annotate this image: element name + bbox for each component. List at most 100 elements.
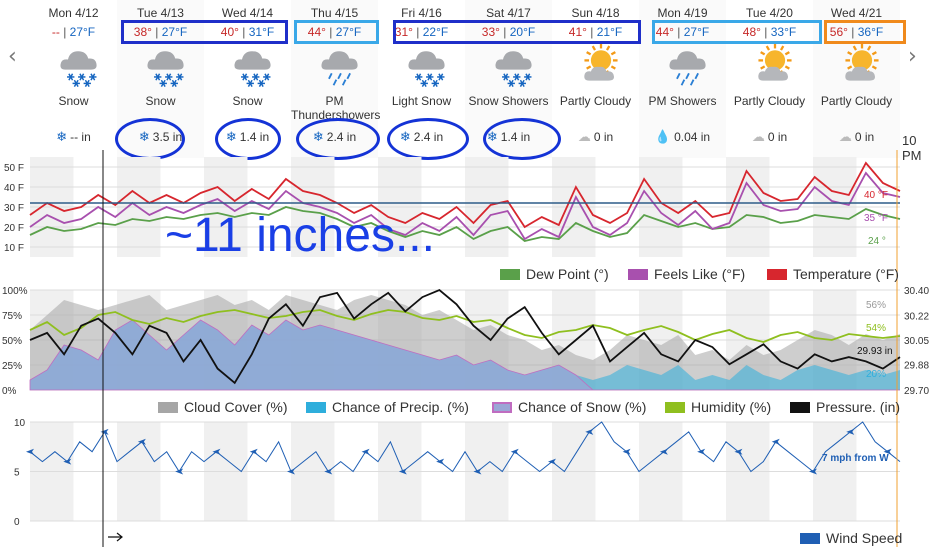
- series-temperature-line: [29, 161, 901, 229]
- series-humidity-line: [29, 309, 901, 343]
- y2-tick-label: 30.05: [904, 336, 929, 347]
- day-low: 27°F: [69, 25, 96, 39]
- day-name: Sun 4/18: [571, 6, 620, 20]
- day-precip: 💧 0.04 in: [654, 129, 711, 144]
- end-value-label: 24 °: [868, 236, 886, 247]
- day-name: Wed 4/21: [830, 6, 883, 20]
- legend-feels-like: Feels Like (°F): [628, 266, 745, 282]
- y-tick-label: 25%: [2, 361, 22, 372]
- forecast-days-row: Mon 4/12 -- | 27°F Snow ❄ -- in Tue 4/13 38° |…: [30, 0, 906, 160]
- day-condition: Snow: [58, 94, 89, 108]
- day-name: Sat 4/17: [486, 6, 531, 20]
- day-temps: 44° | 27°F: [307, 25, 362, 39]
- day-temps: 40° | 31°F: [220, 25, 275, 39]
- snowflake-icon: ❄: [138, 129, 150, 144]
- day-high: 56°: [829, 25, 848, 39]
- wind-direction-arrow: [883, 448, 892, 455]
- y2-tick-label: 29.70: [904, 386, 929, 397]
- y2-tick-label: 30.22: [904, 312, 929, 323]
- snowflake-icon: ❄: [486, 129, 498, 144]
- rain-icon: [669, 51, 706, 86]
- wind-direction-arrow: [398, 468, 407, 475]
- wind-direction-arrow: [436, 458, 445, 465]
- wind-direction-arrow: [510, 448, 519, 455]
- forecast-day[interactable]: Wed 4/21 56° | 36°F Partly Cloudy ☁ 0 in: [813, 0, 900, 158]
- series-feels-like-line: [29, 171, 901, 241]
- day-low: 27°F: [683, 25, 710, 39]
- y-tick-label: 75%: [2, 311, 22, 322]
- snow-icon: [60, 51, 97, 87]
- day-high: 31°: [394, 25, 413, 39]
- wind-direction-arrow: [63, 458, 72, 465]
- wind-direction-arrow: [361, 448, 370, 455]
- legend-wind-speed: Wind Speed: [800, 530, 902, 546]
- day-condition: PM Showers: [648, 94, 717, 108]
- day-low: 27°F: [335, 25, 362, 39]
- forecast-day[interactable]: Mon 4/12 -- | 27°F Snow ❄ -- in: [30, 0, 117, 158]
- day-high: 44°: [655, 25, 674, 39]
- forecast-day[interactable]: Mon 4/19 44° | 27°F PM Showers 💧 0.04 in: [639, 0, 726, 158]
- day-high: 48°: [742, 25, 761, 39]
- series-chance-of-snow-area: [29, 319, 900, 391]
- y-tick-label: 30 F: [4, 203, 24, 214]
- day-high: 41°: [568, 25, 587, 39]
- day-name: Mon 4/12: [48, 6, 99, 20]
- forecast-day[interactable]: Tue 4/20 48° | 33°F Partly Cloudy ☁ 0 in: [726, 0, 813, 158]
- day-precip: ☁ 0 in: [751, 129, 788, 144]
- end-value-label: 35 °F: [864, 213, 888, 224]
- day-condition: Snow: [232, 94, 263, 108]
- wind-direction-arrow: [846, 428, 855, 435]
- y-tick-label: 50 F: [4, 163, 24, 174]
- wind-direction-arrow: [100, 428, 109, 435]
- day-condition: Partly Cloudy: [733, 94, 806, 108]
- y2-tick-label: 30.40: [904, 286, 929, 297]
- day-temps: 38° | 27°F: [133, 25, 188, 39]
- snow-icon: [147, 51, 184, 87]
- y-tick-label: 100%: [2, 286, 28, 297]
- forecast-day[interactable]: Tue 4/13 38° | 27°F Snow ❄ 3.5 in: [117, 0, 204, 158]
- day-temps: 44° | 27°F: [655, 25, 710, 39]
- day-high: 40°: [220, 25, 239, 39]
- cloud-drop-icon: ☁: [751, 129, 765, 144]
- wind-direction-arrow: [212, 448, 221, 455]
- forecast-day[interactable]: Fri 4/16 31° | 22°F Light Snow ❄ 2.4 in: [378, 0, 465, 158]
- wind-direction-arrow: [771, 438, 780, 445]
- day-precip: ❄ 1.4 in: [486, 129, 531, 144]
- end-value-label: 7 mph from W: [822, 453, 889, 464]
- legend-chance-of-precip: Chance of Precip. (%): [306, 399, 469, 415]
- end-value-label: 29.93 in: [857, 346, 893, 357]
- forecast-day[interactable]: Sat 4/17 33° | 20°F Snow Showers ❄ 1.4 in: [465, 0, 552, 158]
- day-name: Tue 4/13: [137, 6, 184, 20]
- forecast-day[interactable]: Sun 4/18 41° | 21°F Partly Cloudy ☁ 0 in: [552, 0, 639, 158]
- day-low: 31°F: [248, 25, 275, 39]
- day-temps: 31° | 22°F: [394, 25, 449, 39]
- end-value-label: 40 °F: [864, 190, 888, 201]
- legend-humidity: Humidity (%): [665, 399, 771, 415]
- day-precip: ❄ 3.5 in: [138, 129, 183, 144]
- wind-direction-arrow: [137, 438, 146, 445]
- day-low: 20°F: [509, 25, 536, 39]
- day-precip: ❄ 2.4 in: [312, 129, 357, 144]
- y-tick-label: 0%: [2, 386, 17, 397]
- day-low: 21°F: [596, 25, 623, 39]
- legend-cloud-cover: Cloud Cover (%): [158, 399, 287, 415]
- day-condition: Partly Cloudy: [559, 94, 632, 108]
- next-arrow-icon[interactable]: ›: [908, 44, 917, 69]
- forecast-day[interactable]: Thu 4/15 44° | 27°F PM Thundershowers ❄ 2.4 i…: [291, 0, 380, 158]
- arrow-right-icon: [108, 532, 123, 542]
- partly-cloudy-icon: [758, 43, 792, 81]
- prev-arrow-icon[interactable]: ‹: [8, 44, 17, 69]
- wind-direction-arrow: [734, 448, 743, 455]
- day-low: 22°F: [422, 25, 449, 39]
- wind-direction-arrow: [26, 448, 34, 455]
- partly-cloudy-icon: [584, 43, 618, 81]
- day-high: 33°: [481, 25, 500, 39]
- forecast-day[interactable]: Wed 4/14 40° | 31°F Snow ❄ 1.4 in: [204, 0, 291, 158]
- day-low: 36°F: [857, 25, 884, 39]
- partly-cloudy-icon: [845, 43, 879, 81]
- raindrop-icon: 💧: [654, 129, 672, 144]
- y-tick-label: 10 F: [4, 243, 24, 254]
- wind-direction-arrow: [585, 428, 594, 435]
- y-tick-label: 0: [14, 517, 20, 528]
